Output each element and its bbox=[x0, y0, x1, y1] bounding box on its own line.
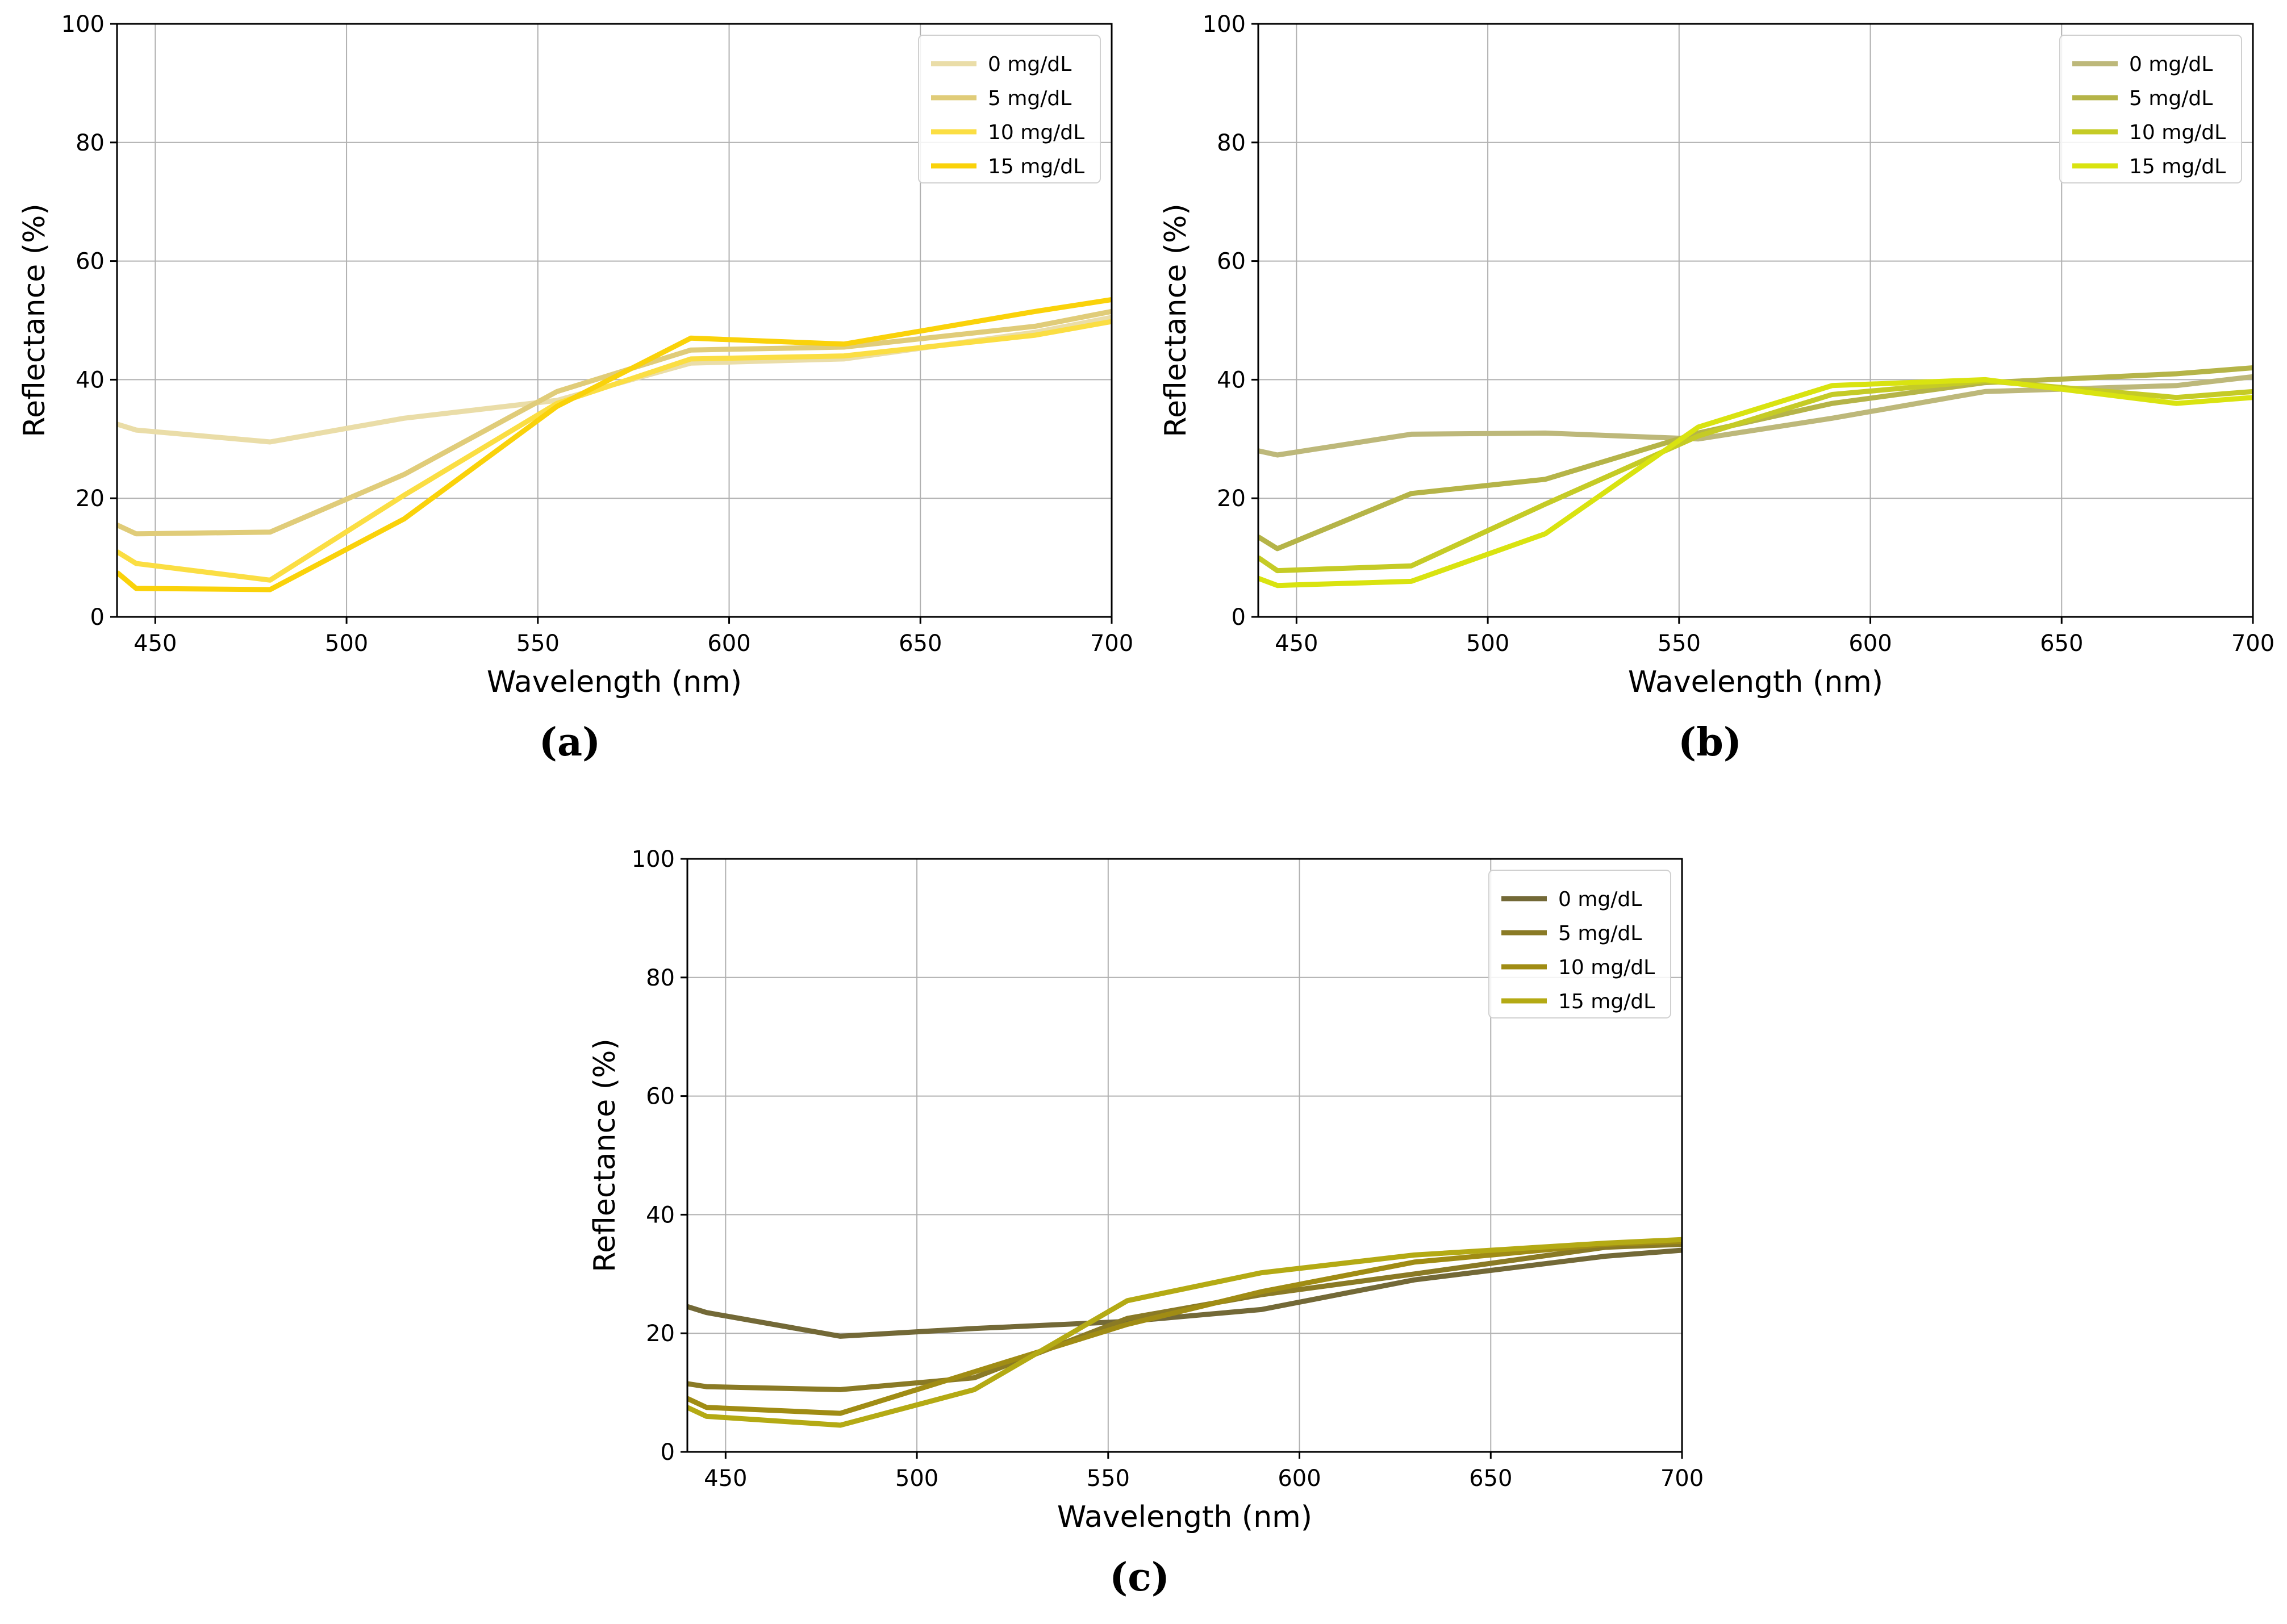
x-tick-label: 650 bbox=[899, 631, 942, 657]
x-tick-label: 550 bbox=[1658, 631, 1701, 657]
x-axis-label: Wavelength (nm) bbox=[1628, 665, 1883, 699]
legend-label: 10 mg/dL bbox=[1558, 956, 1655, 979]
y-tick-label: 0 bbox=[661, 1439, 675, 1466]
y-tick-label: 80 bbox=[646, 965, 675, 991]
series-line-1 bbox=[117, 308, 1112, 537]
x-tick-label: 450 bbox=[704, 1466, 747, 1492]
x-tick-label: 650 bbox=[2040, 631, 2083, 657]
series-line-0 bbox=[1258, 374, 2253, 458]
x-tick-label: 700 bbox=[1090, 631, 1133, 657]
y-tick-label: 80 bbox=[1217, 130, 1246, 156]
series-line-2 bbox=[1258, 378, 2253, 574]
legend-label: 15 mg/dL bbox=[1558, 990, 1655, 1013]
y-tick-label: 0 bbox=[90, 604, 105, 631]
axes-frame bbox=[1257, 23, 2254, 618]
x-tick-label: 550 bbox=[516, 631, 560, 657]
y-tick-label: 100 bbox=[1203, 11, 1246, 37]
y-tick-label: 60 bbox=[76, 249, 105, 275]
y-tick-label: 60 bbox=[1217, 249, 1246, 275]
series-line-3 bbox=[687, 1237, 1682, 1428]
legend-box bbox=[918, 35, 1101, 183]
x-tick-label: 600 bbox=[1278, 1466, 1321, 1492]
y-tick-label: 80 bbox=[76, 130, 105, 156]
legend-label: 5 mg/dL bbox=[988, 87, 1071, 110]
series-line-2 bbox=[687, 1238, 1682, 1416]
y-tick-label: 20 bbox=[646, 1321, 675, 1347]
y-tick-label: 100 bbox=[61, 11, 105, 37]
x-tick-label: 700 bbox=[1660, 1466, 1704, 1492]
x-axis-label: Wavelength (nm) bbox=[1057, 1500, 1312, 1534]
x-tick-label: 500 bbox=[1466, 631, 1509, 657]
series-line-3 bbox=[117, 297, 1112, 592]
y-tick-label: 100 bbox=[632, 846, 675, 872]
x-tick-label: 600 bbox=[1848, 631, 1892, 657]
chart-b: 450 500 550 600 650 700 0 20 40 60 80 100 Wavelength… bbox=[1159, 11, 2275, 765]
legend-box bbox=[1488, 870, 1671, 1018]
legend-label: 15 mg/dL bbox=[988, 155, 1084, 178]
x-axis-label: Wavelength (nm) bbox=[487, 665, 742, 699]
legend-label: 5 mg/dL bbox=[1558, 922, 1642, 945]
legend-label: 0 mg/dL bbox=[1558, 888, 1642, 911]
legend-label: 10 mg/dL bbox=[2129, 121, 2226, 144]
legend-box bbox=[2059, 35, 2242, 183]
subfigure-caption: (a) bbox=[539, 720, 600, 765]
y-tick-label: 20 bbox=[1217, 486, 1246, 512]
series-line-0 bbox=[687, 1247, 1682, 1339]
y-tick-label: 40 bbox=[76, 367, 105, 393]
y-tick-label: 40 bbox=[1217, 367, 1246, 393]
subfigure-caption: (b) bbox=[1678, 720, 1742, 765]
legend-label: 10 mg/dL bbox=[988, 121, 1084, 144]
y-tick-label: 40 bbox=[646, 1202, 675, 1228]
axes-frame bbox=[686, 858, 1683, 1453]
series-line-3 bbox=[1258, 377, 2253, 588]
y-tick-label: 60 bbox=[646, 1084, 675, 1110]
x-tick-label: 450 bbox=[133, 631, 177, 657]
x-tick-label: 450 bbox=[1275, 631, 1318, 657]
series-line-1 bbox=[1258, 365, 2253, 552]
series-line-1 bbox=[687, 1242, 1682, 1392]
x-tick-label: 700 bbox=[2231, 631, 2275, 657]
y-axis-label: Reflectance (%) bbox=[588, 1038, 622, 1272]
x-tick-label: 650 bbox=[1469, 1466, 1512, 1492]
legend-label: 0 mg/dL bbox=[2129, 53, 2213, 76]
subfigure-caption: (c) bbox=[1109, 1555, 1170, 1600]
chart-c: 450 500 550 600 650 700 0 20 40 60 80 100 Wavelength… bbox=[588, 846, 1704, 1600]
y-tick-label: 20 bbox=[76, 486, 105, 512]
legend-label: 0 mg/dL bbox=[988, 53, 1071, 76]
series-line-2 bbox=[117, 319, 1112, 583]
axes-frame bbox=[116, 23, 1113, 618]
legend-label: 5 mg/dL bbox=[2129, 87, 2213, 110]
legend-label: 15 mg/dL bbox=[2129, 155, 2226, 178]
x-tick-label: 500 bbox=[895, 1466, 938, 1492]
x-tick-label: 600 bbox=[707, 631, 750, 657]
y-tick-label: 0 bbox=[1232, 604, 1246, 631]
x-tick-label: 500 bbox=[325, 631, 368, 657]
y-axis-label: Reflectance (%) bbox=[1159, 203, 1193, 437]
chart-a: 450 500 550 600 650 700 0 20 40 60 80 100 Wavelength… bbox=[18, 11, 1133, 765]
y-axis-label: Reflectance (%) bbox=[18, 203, 52, 437]
x-tick-label: 550 bbox=[1087, 1466, 1130, 1492]
